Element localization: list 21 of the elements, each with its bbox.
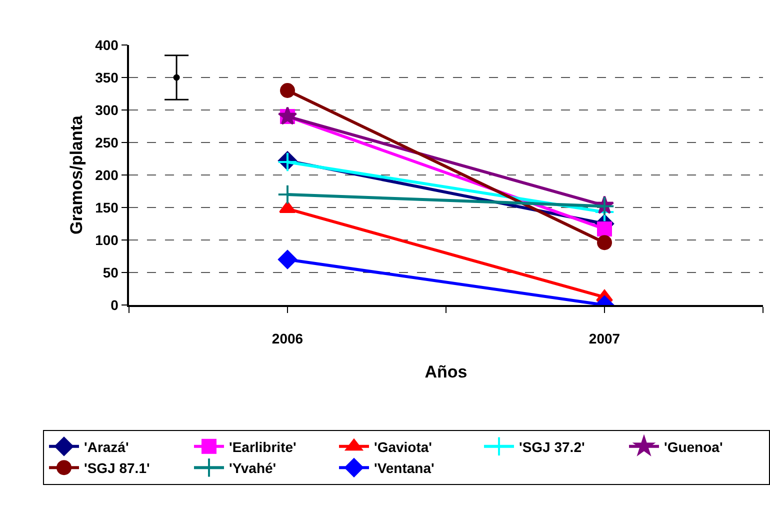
y-tick-label: 0 [110,296,119,313]
legend-label: 'Guenoa' [664,438,723,455]
y-tick-label: 250 [95,134,119,150]
legend-label: 'Gaviota' [374,438,432,455]
y-axis-title: Gramos/planta [67,114,86,235]
legend-label: 'SGJ 87.1' [84,460,150,476]
legend-label: 'SGJ 37.2' [519,438,585,455]
x-tick-label: 2007 [588,330,620,347]
y-tick-label: 150 [95,199,119,216]
y-tick-label: 200 [95,166,119,183]
legend-label: 'Yvahé' [229,460,276,476]
y-tick-label: 300 [95,102,119,118]
y-tick-label: 100 [95,232,119,248]
legend-label: 'Ventana' [374,460,434,476]
y-tick-label: 350 [95,69,119,86]
legend-label: 'Earlibrite' [229,438,296,455]
x-tick-label: 2006 [272,330,304,347]
x-axis-title: Años [424,362,468,382]
legend-label: 'Arazá' [84,438,129,455]
y-tick-label: 400 [95,36,119,53]
y-tick-label: 50 [102,264,119,280]
